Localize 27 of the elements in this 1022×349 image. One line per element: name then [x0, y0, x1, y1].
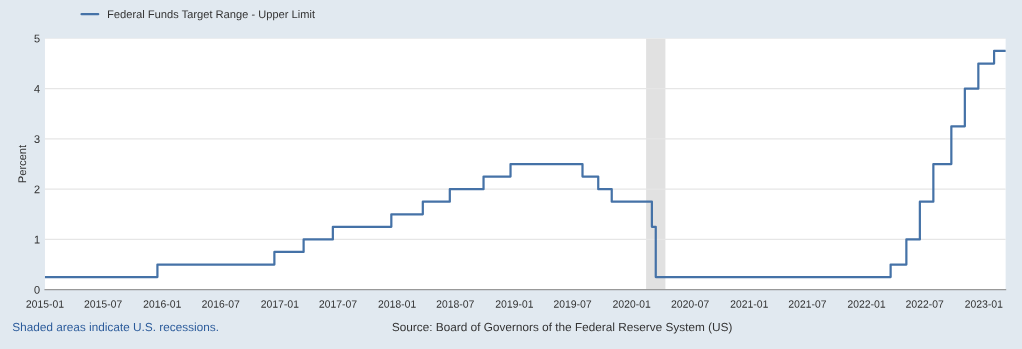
source-note: Source: Board of Governors of the Federal Reserve System (US): [392, 322, 732, 334]
y-tick-label: 2: [34, 185, 40, 194]
x-tick-label: 2020-07: [671, 300, 709, 308]
x-tick-label: 2021-07: [788, 300, 826, 308]
x-tick-label: 2023-01: [965, 300, 1003, 308]
x-tick-label: 2019-01: [495, 300, 533, 308]
x-tick-label: 2017-07: [319, 300, 357, 308]
legend-label: Federal Funds Target Range - Upper Limit: [108, 10, 315, 21]
y-tick-label: 1: [34, 235, 40, 244]
x-tick-label: 2018-01: [378, 300, 416, 308]
x-tick-label: 2018-07: [436, 300, 474, 308]
x-tick-label: 2019-07: [553, 300, 592, 308]
y-tick-label: 4: [34, 85, 40, 93]
x-tick-label: 2017-01: [261, 300, 299, 308]
y-tick-label: 5: [34, 34, 40, 43]
x-tick-label: 2015-01: [26, 300, 64, 308]
x-tick-label: 2015-07: [84, 300, 122, 308]
x-tick-label: 2021-01: [730, 300, 768, 308]
x-tick-label: 2016-01: [143, 300, 181, 308]
x-tick-label: 2020-01: [613, 300, 651, 308]
x-tick-label: 2022-01: [847, 300, 886, 308]
y-axis-title: Percent: [18, 144, 27, 183]
y-tick-label: 0: [34, 285, 40, 294]
x-tick-label: 2022-07: [906, 300, 944, 308]
x-tick-label: 2016-07: [202, 300, 240, 308]
y-tick-label: 3: [34, 135, 40, 144]
text: Shaded areas indicate U.S. recessions.: [12, 322, 218, 332]
